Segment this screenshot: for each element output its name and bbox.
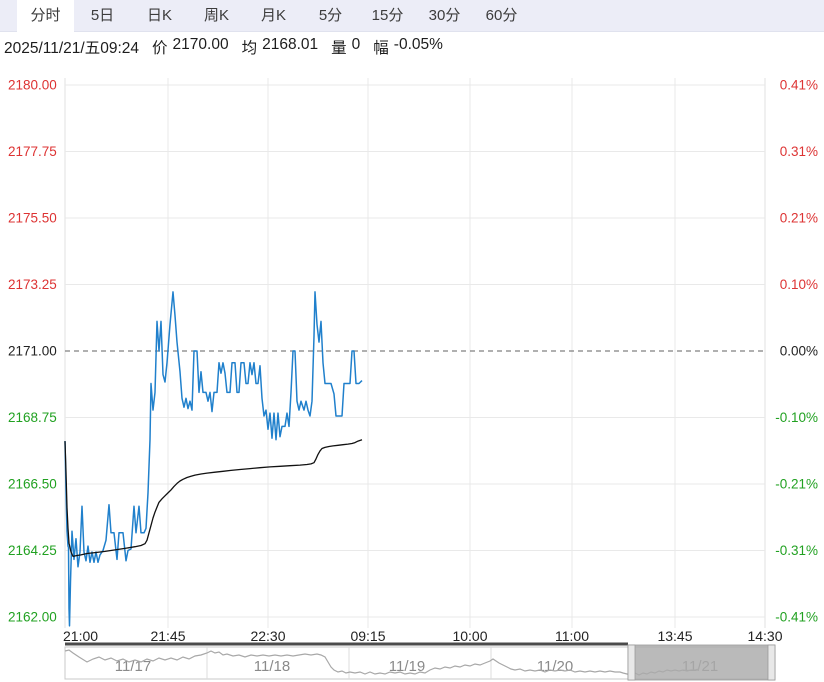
avg-label: 均: [241, 40, 258, 57]
y-axis-label-left: 2180.00: [8, 78, 57, 93]
y-axis-label-right: -0.10%: [775, 410, 818, 425]
y-axis-label-right: 0.10%: [780, 277, 818, 292]
y-axis-label-left: 2166.50: [8, 477, 57, 492]
vol-value: 0: [351, 36, 361, 53]
x-axis-label: 21:00: [63, 628, 98, 644]
y-axis-label-right: 0.31%: [780, 144, 818, 159]
price-label: 价: [152, 40, 168, 57]
tab-5day[interactable]: 5日: [90, 7, 115, 24]
price-value: 2170.00: [172, 36, 229, 53]
navigator-date-label: 11/19: [389, 658, 425, 675]
tab-5min[interactable]: 5分: [318, 7, 343, 24]
x-axis-label: 21:45: [150, 628, 185, 644]
x-axis-label: 10:00: [452, 628, 487, 644]
tab-intraday[interactable]: 分时: [17, 0, 74, 33]
chg-value: -0.05%: [393, 36, 443, 53]
y-axis-label-right: -0.41%: [775, 610, 818, 625]
price-line: [64, 291, 363, 627]
tab-weekly-k[interactable]: 周K: [203, 7, 229, 24]
navigator-date-label: 11/17: [115, 658, 151, 675]
tab-daily-k[interactable]: 日K: [146, 7, 172, 24]
x-axis-label: 13:45: [657, 628, 692, 644]
tab-monthly-k[interactable]: 月K: [260, 7, 286, 24]
quote-price: 价 2170.00: [152, 36, 229, 58]
y-axis-label-left: 2164.25: [8, 543, 57, 558]
navigator-date-label: 11/20: [537, 658, 573, 675]
navigator-right-handle[interactable]: [767, 644, 776, 681]
y-axis-label-right: 0.21%: [780, 211, 818, 226]
y-axis-label-left: 2162.00: [8, 610, 57, 625]
y-axis-label-left: 2177.75: [8, 144, 57, 159]
y-axis-label-right: 0.00%: [780, 344, 818, 359]
average-price-line: [64, 439, 363, 558]
quote-change: 幅 -0.05%: [373, 36, 443, 58]
y-axis-label-left: 2175.50: [8, 211, 57, 226]
x-axis-label: 14:30: [747, 628, 782, 644]
tab-60min[interactable]: 60分: [485, 7, 518, 24]
navigator-sparkline: [64, 649, 700, 676]
navigator-selection[interactable]: [627, 644, 776, 681]
navigator-left-handle[interactable]: [627, 644, 636, 681]
y-axis-label-left: 2173.25: [8, 277, 57, 292]
chg-label: 幅: [373, 40, 389, 57]
avg-value: 2168.01: [262, 36, 319, 53]
tab-15min[interactable]: 15分: [371, 7, 404, 24]
quote-datetime: 2025/11/21/五09:24: [4, 40, 140, 57]
y-axis-label-left: 2171.00: [8, 344, 57, 359]
vol-label: 量: [331, 40, 347, 57]
chart-period-tabbar: 分时 5日 日K 周K 月K 5分 15分 30分 60分: [0, 0, 824, 33]
y-axis-label-left: 2168.75: [8, 410, 57, 425]
y-axis-label-right: -0.21%: [775, 477, 818, 492]
y-axis-label-right: -0.31%: [775, 543, 818, 558]
x-axis-label: 11:00: [555, 628, 589, 644]
navigator-date-label: 11/18: [254, 658, 290, 675]
x-axis-label: 09:15: [350, 628, 385, 644]
y-axis-label-right: 0.41%: [780, 78, 818, 93]
x-axis-label: 22:30: [250, 628, 285, 644]
quote-average: 均 2168.01: [242, 36, 319, 58]
tab-30min[interactable]: 30分: [428, 7, 461, 24]
